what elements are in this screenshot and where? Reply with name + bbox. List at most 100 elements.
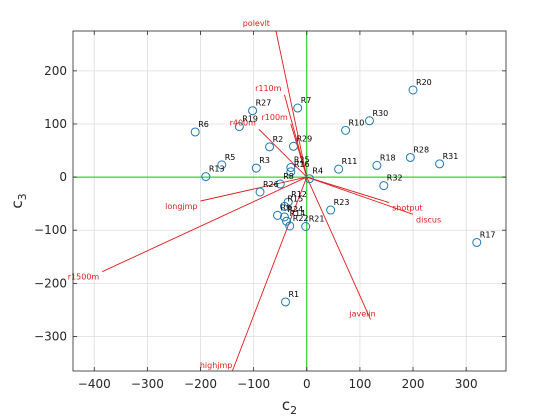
loading-label: shotput: [392, 204, 423, 213]
y-tick-label: 0: [59, 170, 67, 184]
point-label: R20: [416, 78, 432, 87]
observation-point: [282, 216, 292, 226]
x-tick-label: 0: [303, 377, 311, 391]
observation-point: [234, 122, 244, 132]
point-label: R21: [309, 215, 325, 224]
point-label: R2: [273, 135, 284, 144]
observation-point: [288, 141, 298, 151]
point-label: R32: [387, 174, 403, 183]
point-label: R13: [209, 165, 225, 174]
observation-point: [279, 201, 289, 211]
loading-vector: [258, 128, 308, 178]
point-label: R5: [225, 153, 236, 162]
observation-point: [265, 142, 275, 152]
y-axis-label: c3: [8, 193, 29, 208]
observation-point: [304, 174, 314, 184]
loading-vector: [290, 123, 308, 178]
point-label: R16: [294, 160, 310, 169]
observation-point: [408, 85, 418, 95]
x-tick-label: −300: [131, 377, 164, 391]
loading-label: r100m: [261, 113, 288, 122]
observation-point: [251, 163, 261, 173]
loading-label: longjmp: [165, 202, 197, 211]
observation-point: [379, 181, 389, 191]
axis-ticks: −400 −300 −200 −100 0 100 200 300 −300 −200 −100 0 1…: [34, 31, 506, 391]
loading-vector: [102, 176, 307, 273]
y-tick-label: −100: [34, 223, 67, 237]
loading-vector: [306, 176, 414, 215]
point-label: R9: [281, 203, 292, 212]
observation-points: [190, 85, 482, 307]
point-label: R28: [413, 145, 429, 154]
observation-point: [472, 237, 482, 247]
point-label: R24: [287, 205, 303, 214]
observation-point: [285, 221, 295, 231]
y-tick-label: 100: [44, 117, 67, 131]
observation-point: [248, 106, 258, 116]
point-label: R6: [198, 120, 209, 129]
point-label: R22: [293, 214, 309, 223]
observation-point: [435, 159, 445, 169]
observation-point: [326, 205, 336, 215]
point-label: R29: [296, 134, 312, 143]
x-tick-label: 300: [455, 377, 478, 391]
loading-label: r1500m: [68, 273, 100, 282]
observation-point: [255, 187, 265, 197]
point-label: R14: [290, 209, 306, 218]
y-tick-label: −300: [34, 329, 67, 343]
y-tick-label: −200: [34, 276, 67, 290]
loading-label: r400m: [230, 118, 257, 127]
y-tick-label: 200: [44, 64, 67, 78]
observation-point: [190, 127, 200, 137]
point-label: R19: [242, 115, 258, 124]
point-label: R3: [259, 156, 270, 165]
observation-point: [286, 167, 296, 177]
loading-label: discus: [416, 215, 441, 224]
observation-point: [372, 160, 382, 170]
point-label: R1: [289, 290, 300, 299]
loading-label: polevlt: [243, 19, 270, 28]
observation-point: [281, 297, 291, 307]
y-axis-label-subscript: 3: [16, 193, 29, 200]
loading-vector: [200, 176, 307, 202]
x-tick-label: −400: [78, 377, 111, 391]
point-label: R7: [301, 96, 312, 105]
observation-point: [293, 103, 303, 113]
point-label: R12: [291, 190, 307, 199]
point-label: R27: [256, 99, 272, 108]
point-label: R30: [372, 109, 388, 118]
loading-vector: [306, 176, 390, 204]
loading-vectors: [102, 30, 414, 372]
observation-point: [301, 222, 311, 231]
observation-point: [334, 164, 344, 174]
loading-label: javelin: [348, 309, 375, 318]
loading-label: r110m: [255, 84, 282, 93]
point-label: R11: [342, 157, 358, 166]
observation-point: [273, 210, 283, 220]
observation-point: [405, 152, 415, 162]
observation-point: [286, 163, 296, 173]
point-label: R10: [349, 118, 365, 127]
loading-vector: [306, 176, 371, 320]
point-label: R31: [443, 152, 459, 161]
loading-vector: [275, 30, 308, 178]
point-label: R18: [380, 153, 396, 162]
point-labels: polevlt r110m r100m r400m longjmp r1500m highj…: [68, 19, 496, 370]
observation-point: [279, 212, 289, 222]
plot-frame: [72, 30, 507, 372]
observation-point: [201, 172, 211, 182]
x-axis-label-subscript: 2: [290, 404, 297, 417]
point-label: R15: [287, 194, 303, 203]
x-tick-label: 100: [348, 377, 371, 391]
point-label: R8: [283, 172, 294, 181]
point-label: R4: [312, 167, 323, 176]
point-label: R17: [480, 230, 496, 239]
observation-point: [275, 179, 285, 189]
loading-vector: [231, 176, 308, 372]
loading-label: highjmp: [200, 361, 233, 370]
x-axis-label: c2: [282, 396, 297, 417]
observation-point: [341, 125, 351, 135]
x-tick-label: −100: [237, 377, 270, 391]
point-label: R23: [334, 198, 350, 207]
